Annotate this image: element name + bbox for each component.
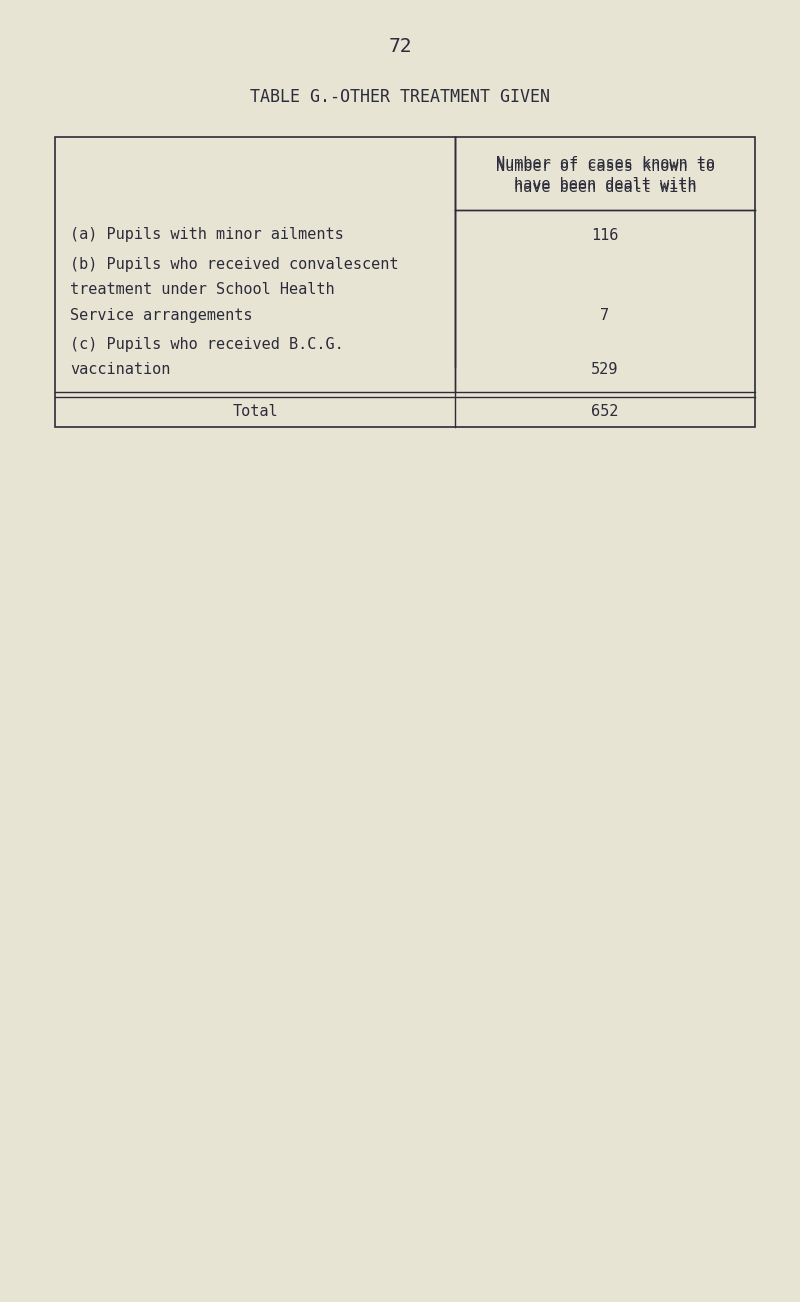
Text: treatment under School Health: treatment under School Health: [70, 283, 334, 297]
Text: 7: 7: [601, 309, 610, 323]
Text: vaccination: vaccination: [70, 362, 170, 378]
Text: 72: 72: [388, 38, 412, 56]
Text: (a) Pupils with minor ailments: (a) Pupils with minor ailments: [70, 228, 344, 242]
Text: Number of cases known to
have been dealt with: Number of cases known to have been dealt…: [495, 156, 714, 191]
Text: 116: 116: [591, 228, 618, 242]
Bar: [55, 137, 755, 427]
Text: Total: Total: [232, 405, 278, 419]
Text: 652: 652: [591, 405, 618, 419]
Text: (b) Pupils who received convalescent: (b) Pupils who received convalescent: [70, 256, 398, 272]
Text: (c) Pupils who received B.C.G.: (c) Pupils who received B.C.G.: [70, 336, 344, 352]
Text: Service arrangements: Service arrangements: [70, 309, 253, 323]
Text: TABLE G.-OTHER TREATMENT GIVEN: TABLE G.-OTHER TREATMENT GIVEN: [250, 89, 550, 105]
Text: Number of cases known to
have been dealt with: Number of cases known to have been dealt…: [495, 159, 714, 195]
Text: 529: 529: [591, 362, 618, 378]
